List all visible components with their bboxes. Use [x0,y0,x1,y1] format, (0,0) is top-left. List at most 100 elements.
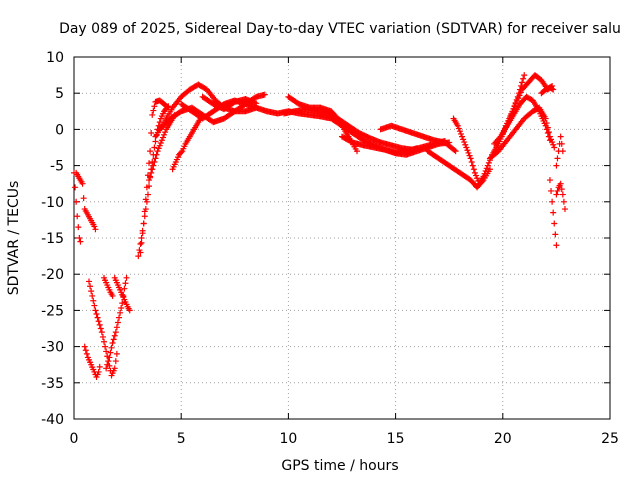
grid-lines [74,57,610,419]
data-point [95,368,102,375]
series-sat-e-low [86,278,120,379]
data-point [91,302,98,309]
data-point [94,314,101,321]
data-point [261,91,268,98]
data-point [517,89,524,96]
data-point [121,285,128,292]
data-point [551,144,558,151]
data-point [111,365,118,372]
data-point [558,140,565,147]
data-point [513,98,520,105]
data-point [515,95,522,102]
data-point [82,347,89,354]
data-point [105,358,112,365]
data-point [151,144,158,151]
data-point [151,103,158,110]
y-tick-label: -20 [41,267,64,283]
data-point [138,239,145,246]
data-point [481,170,488,177]
series-sat-l-rise [169,111,206,173]
data-point [557,133,564,140]
data-point [135,253,142,260]
data-point [73,198,80,205]
data-point [484,162,491,169]
data-point [95,318,102,325]
data-point [112,358,119,365]
data-point [178,149,185,156]
data-point [470,166,477,173]
data-point [96,363,103,370]
data-point [467,155,474,162]
data-point [74,213,81,220]
data-point [468,158,475,165]
data-point [152,155,159,162]
data-point [559,191,566,198]
data-point [147,173,154,180]
data-point [483,165,490,172]
data-point [558,186,565,193]
data-point [474,175,481,182]
data-point [552,231,559,238]
series-sat-p-top [199,93,260,113]
data-point [83,350,90,357]
series-sat-g-low [103,274,130,372]
series-sat-h-low [111,274,133,314]
data-point [469,162,476,169]
data-point [543,126,550,133]
series-sat-d-low [81,343,103,381]
data-point [466,152,473,159]
data-point [512,101,519,108]
data-point [546,177,553,184]
x-axis-label: GPS time / hours [281,458,398,474]
data-point [92,307,99,314]
x-tick-label: 25 [601,431,619,447]
y-tick-label: -40 [41,412,64,428]
data-point [516,92,523,99]
data-point [104,361,111,368]
data-point [549,198,556,205]
data-point [253,100,260,107]
data-points [71,72,568,381]
data-point [462,141,469,148]
data-point [92,226,99,233]
data-point [151,158,158,165]
data-point [149,166,156,173]
data-point [142,196,149,203]
data-point [459,133,466,140]
data-point [97,325,104,332]
data-point [117,309,124,316]
data-point [457,130,464,137]
y-tick-label: 0 [55,122,64,138]
data-point [471,169,478,176]
data-point [80,195,87,202]
data-point [553,191,560,198]
series-sat-ab-end [546,177,560,249]
data-point [141,208,148,215]
chart-title: Day 089 of 2025, Sidereal Day-to-day VTE… [59,21,621,37]
data-point [482,168,489,175]
x-tick-label: 0 [70,431,79,447]
data-point [456,128,463,135]
data-point [473,172,479,179]
data-point [550,141,557,148]
data-point [149,111,156,118]
data-point [461,139,468,146]
data-point [154,148,161,155]
data-point [113,324,120,331]
data-point [452,148,459,155]
data-point [560,198,567,205]
data-point [162,129,169,136]
data-point [72,184,79,191]
x-tick-label: 5 [177,431,186,447]
data-point [144,191,151,198]
data-point [554,155,561,162]
data-point [465,149,472,156]
data-point [559,148,566,155]
data-point [119,300,126,307]
y-tick-label: -30 [41,340,64,356]
data-point [139,230,146,237]
data-point [75,224,82,231]
data-point [546,137,553,144]
data-point [114,319,121,326]
